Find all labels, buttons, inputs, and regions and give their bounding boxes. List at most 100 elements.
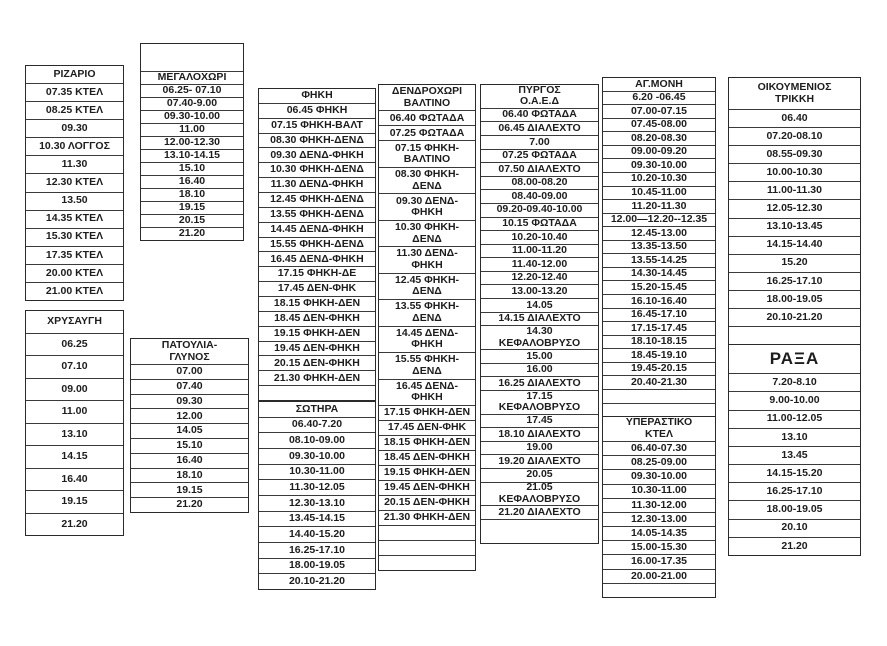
departure-time: 17.35 ΚΤΕΛ — [26, 245, 123, 264]
departure-time: 06.45 ΔΙΑΛΕΧΤΟ — [481, 121, 598, 135]
departure-time: 10.20-10.30 — [603, 171, 715, 186]
departure-time: 16.10-16.40 — [603, 294, 715, 308]
departure-time: 13.10-13.45 — [729, 217, 860, 236]
departure-time: 21.30 ΦΗΚΗ-ΔΕΝ — [379, 509, 475, 525]
departure-time: 15.10 — [141, 162, 243, 175]
departure-time: 11.30-12.05 — [259, 479, 375, 495]
departure-time: 06.45 ΦΗΚΗ — [259, 102, 375, 118]
departure-time: 19.45 ΔΕΝ-ΦΗΚΗ — [259, 340, 375, 356]
departure-time: 14.05 — [131, 423, 248, 438]
departure-time: 14.15-14.40 — [729, 235, 860, 254]
departure-time: 21.20 — [729, 536, 860, 555]
departure-time: 12.05-12.30 — [729, 199, 860, 217]
blank-cell — [603, 402, 715, 417]
departure-time: 09.30-10.00 — [141, 110, 243, 123]
departure-time: 18.45 ΔΕΝ-ΦΗΚΗ — [259, 310, 375, 326]
departure-time: 14.05 — [481, 297, 598, 312]
departure-time: 09.30-10.00 — [603, 469, 715, 483]
departure-time: 09.30-10.00 — [259, 448, 375, 464]
departure-time: 20.15 ΔΕΝ-ΦΗΚΗ — [259, 355, 375, 370]
departure-time: 14.45 ΔΕΝΔ-ΦΗΚΗ — [259, 221, 375, 237]
departure-time: 07.35 ΚΤΕΛ — [26, 83, 123, 101]
departure-time: 7.00 — [481, 135, 598, 149]
departure-time: 18.15 ΦΗΚΗ-ΔΕΝ — [379, 434, 475, 450]
departure-time: 12.30 ΚΤΕΛ — [26, 173, 123, 191]
departure-time: 15.00-15.30 — [603, 540, 715, 554]
departure-time: 15.20 — [729, 253, 860, 272]
departure-time: 20.10 — [729, 518, 860, 537]
departure-time: 16.40 — [26, 467, 123, 491]
timetable-agmoni: ΑΓ.ΜΟΝΗ 6.20 -06.45 07.00-07.15 07.45-08.00… — [602, 77, 716, 417]
departure-time: 19.15 — [141, 201, 243, 214]
departure-time: 17.15 ΦΗΚΗ-ΔΕΝ — [379, 404, 475, 420]
departure-time: 7.20-8.10 — [729, 373, 860, 391]
departure-time: 17.45 ΔΕΝ-ΦΗΚ — [259, 281, 375, 296]
timetable-patoulia: ΠΑΤΟΥΛΙΑ- ΓΛΥΝΟΣ 07.00 07.40 09.30 12.00 14.0… — [130, 338, 249, 513]
blank-cell — [379, 554, 475, 570]
departure-time: 09.00-09.20 — [603, 144, 715, 159]
departure-time: 07.00 — [131, 364, 248, 379]
departure-time: 18.00-19.05 — [259, 557, 375, 574]
timetable-title: ΦΗΚΗ — [301, 89, 333, 102]
departure-time: 19.00 — [481, 440, 598, 455]
departure-time: 17.45 — [481, 413, 598, 428]
departure-time: 08.30 ΦΗΚΗ- ΔΕΝΔ — [379, 166, 475, 193]
departure-time: 07.45-08.00 — [603, 117, 715, 132]
departure-time: 07.20-08.10 — [729, 127, 860, 145]
timetable-pyrgos: ΠΥΡΓΟΣ Ο.Α.Ε.Δ 06.40 ΦΩΤΑΔΑ 06.45 ΔΙΑΛΕΧΤΟ… — [480, 84, 599, 544]
departure-time: 15.30 ΚΤΕΛ — [26, 227, 123, 246]
blank-cell — [729, 325, 860, 344]
departure-time: 10.15 ΦΩΤΑΔΑ — [481, 216, 598, 231]
departure-time: 06.25- 07.10 — [141, 84, 243, 97]
departure-time: 16.40 — [131, 452, 248, 468]
departure-time: 06.40 ΦΩΤΑΔΑ — [481, 107, 598, 122]
departure-time: 20.05 — [481, 467, 598, 482]
departure-time: 18.45-19.10 — [603, 348, 715, 362]
departure-time: 11.00 — [26, 400, 123, 423]
timetable-title: ΡΙΖΑΡΙΟ — [53, 67, 96, 80]
departure-time: 13.10 — [26, 422, 123, 446]
departure-time: 09.30 ΔΕΝΔ-ΦΗΚΗ — [259, 147, 375, 162]
departure-time: 12.00—12.20--12.35 — [603, 212, 715, 227]
departure-time: 07.25 ΦΩΤΑΔΑ — [481, 148, 598, 163]
departure-time: 20.15 — [141, 214, 243, 227]
departure-time: 14.05-14.35 — [603, 526, 715, 540]
departure-time — [481, 518, 598, 543]
departure-time: 21.20 — [26, 512, 123, 536]
departure-time: 16.00 — [481, 362, 598, 377]
departure-time: 18.45 ΔΕΝ-ΦΗΚΗ — [379, 449, 475, 465]
departure-time: 13.45-14.15 — [259, 510, 375, 527]
departure-time: 16.45 ΔΕΝΔ- ΦΗΚΗ — [379, 378, 475, 405]
departure-time: 14.15 — [26, 445, 123, 468]
departure-time: 11.30 ΔΕΝΔ-ΦΗΚΗ — [259, 177, 375, 192]
departure-time: 15.00 — [481, 349, 598, 363]
departure-time: 19.15 — [131, 482, 248, 497]
departure-time: 18.00-19.05 — [729, 500, 860, 518]
departure-time: 17.45 ΔΕΝ-ΦΗΚ — [379, 419, 475, 435]
departure-time: 12.45-13.00 — [603, 226, 715, 240]
departure-time: 10.30 ΦΗΚΗ- ΔΕΝΔ — [379, 219, 475, 246]
departure-time: 11.00-12.05 — [729, 409, 860, 428]
departure-time: 14.40-15.20 — [259, 526, 375, 542]
departure-time: 17.15 ΚΕΦΑΛΟΒΡΥΣΟ — [481, 389, 598, 414]
departure-time: 12.20-12.40 — [481, 270, 598, 285]
departure-time: 06.25 — [26, 332, 123, 356]
departure-time: 14.35 ΚΤΕΛ — [26, 209, 123, 228]
timetable-yperastiko: ΥΠΕΡΑΣΤΙΚΟ ΚΤΕΛ 06.40-07.30 08.25-09.00 09.… — [602, 416, 716, 598]
departure-time: 18.00-19.05 — [729, 289, 860, 308]
departure-time: 19.45-20.15 — [603, 361, 715, 376]
departure-time: 19.15 ΦΗΚΗ-ΔΕΝ — [259, 325, 375, 341]
departure-time: 07.15 ΦΗΚΗ-ΒΑΛΤ — [259, 117, 375, 133]
departure-time: 13.45 — [729, 445, 860, 464]
departure-time: 13.35-13.50 — [603, 239, 715, 254]
departure-time: 17.15 ΦΗΚΗ-ΔΕ — [259, 266, 375, 281]
departure-time: 06.40-07.30 — [603, 440, 715, 455]
departure-time: 10.30 ΦΗΚΗ-ΔΕΝΔ — [259, 162, 375, 177]
timetable-title: ΠΑΤΟΥΛΙΑ- ΓΛΥΝΟΣ — [161, 339, 218, 363]
timetable-dendrochori: ΔΕΝΔΡΟΧΩΡΙ ΒΑΛΤΙΝΟ 06.40 ΦΩΤΑΔΑ 07.25 ΦΩΤΑ… — [378, 84, 476, 571]
departure-time: 13.55-14.25 — [603, 253, 715, 267]
departure-time: 21.00 ΚΤΕΛ — [26, 281, 123, 300]
timetable-title: ΜΕΓΑΛΟΧΩΡΙ — [141, 71, 243, 84]
departure-time: 20.10-21.20 — [729, 307, 860, 326]
departure-time: 13.55 ΦΗΚΗ- ΔΕΝΔ — [379, 299, 475, 325]
